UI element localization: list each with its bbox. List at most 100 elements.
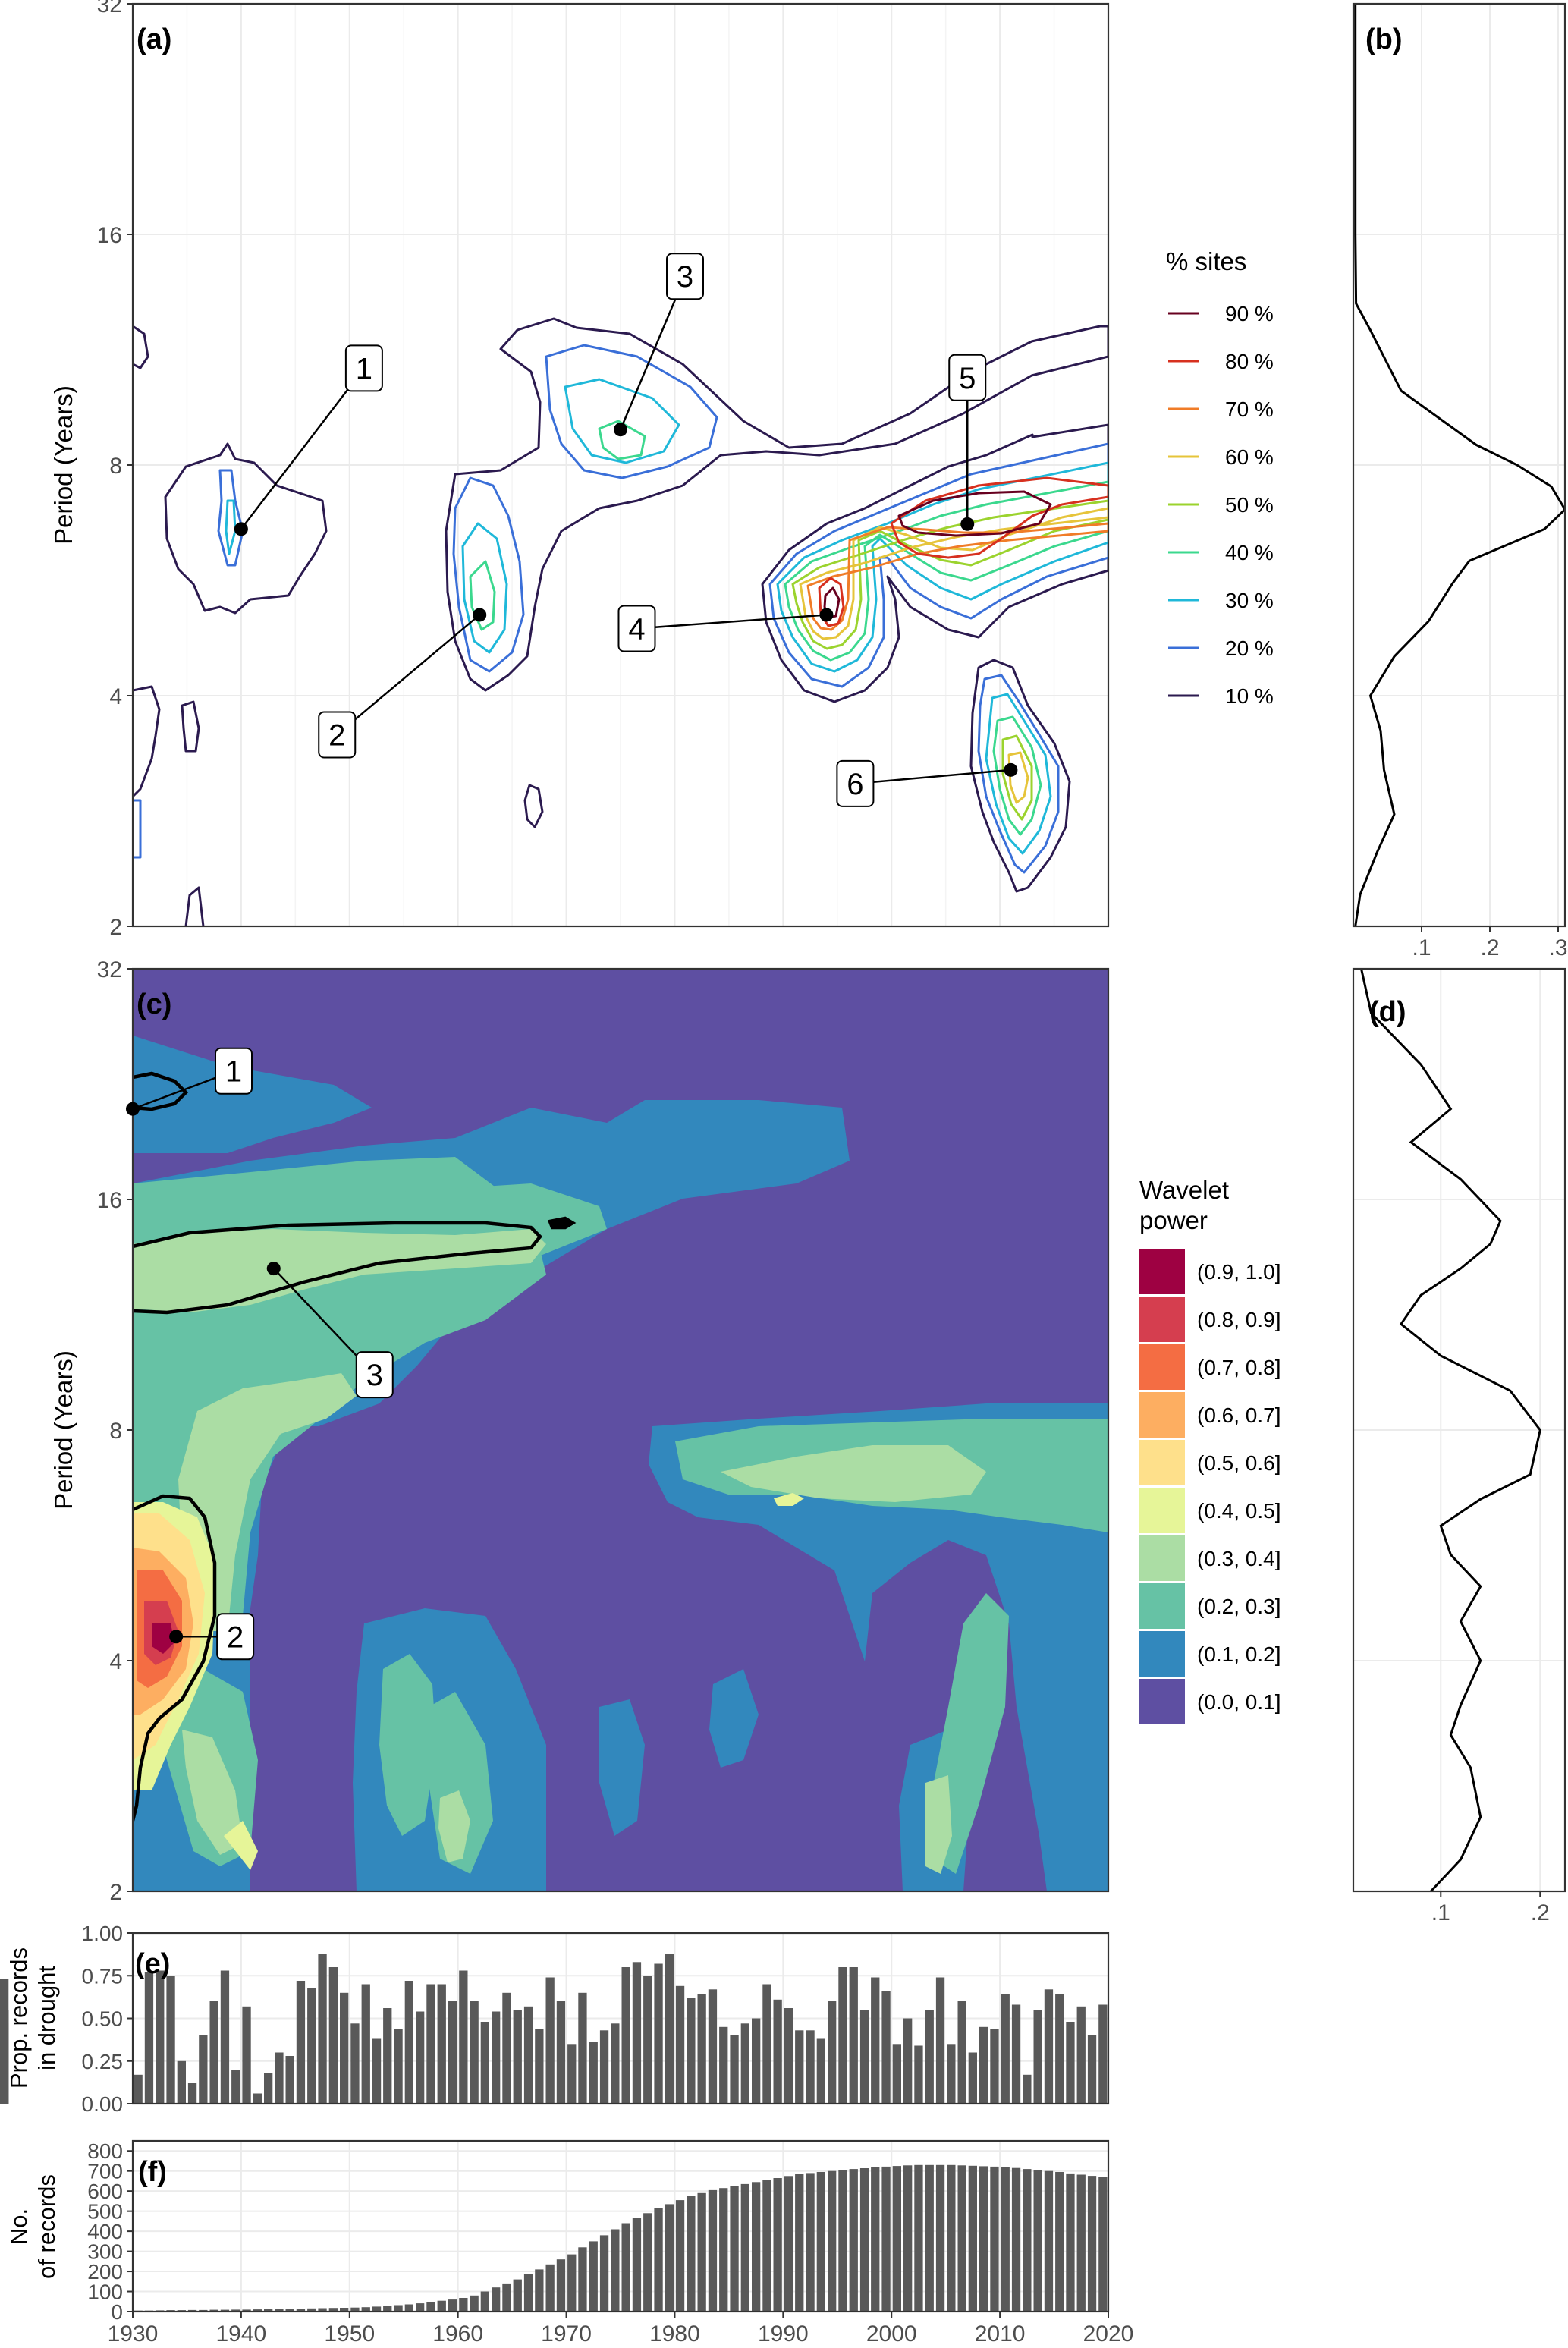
- panel-a-annotations: 1 2 3 4 5 6: [234, 253, 1018, 807]
- legend-label: 10 %: [1225, 684, 1274, 708]
- contour-region-6-level-10: [969, 659, 1071, 893]
- bar: [795, 2174, 804, 2312]
- bar: [372, 2038, 382, 2104]
- bar: [816, 2172, 825, 2312]
- contour-region-3-level-20: [545, 344, 718, 479]
- bar: [654, 1963, 663, 2104]
- bar: [567, 2044, 577, 2104]
- bar: [990, 2029, 999, 2104]
- bar: [318, 1954, 327, 2104]
- contour-region-3-level-30: [564, 378, 680, 464]
- panel-d: (d) .1 .2: [1352, 967, 1566, 1925]
- annotation-label: 5: [959, 362, 976, 395]
- bar: [1087, 2176, 1097, 2312]
- bar: [1001, 1994, 1010, 2104]
- x-tick-label: .1: [1431, 1900, 1450, 1925]
- contour-region-4-5-level-20: [768, 442, 1108, 688]
- annotation-point: [614, 423, 627, 437]
- x-tick-label: 1940: [216, 2321, 267, 2346]
- bar: [903, 2165, 913, 2312]
- panel-c-legend-title-line2: power: [1139, 1206, 1208, 1234]
- annotation-label: 3: [677, 260, 693, 294]
- annotation-box: [215, 1047, 253, 1095]
- bar: [599, 2030, 609, 2104]
- bar: [914, 2164, 923, 2312]
- bar: [621, 2223, 630, 2312]
- bar: [242, 2309, 251, 2312]
- bar: [589, 2042, 598, 2104]
- x-tick-label: 2020: [1083, 2321, 1134, 2346]
- bar: [545, 1977, 555, 2104]
- bar: [513, 2279, 522, 2312]
- bar: [838, 2170, 847, 2312]
- bar: [892, 2044, 901, 2104]
- bar: [935, 1977, 945, 2104]
- y-tick-label: 500: [87, 2200, 123, 2224]
- y-tick-label: 4: [109, 1649, 122, 1674]
- legend-label: 90 %: [1225, 302, 1274, 325]
- bar: [187, 2083, 197, 2104]
- bar: [448, 2001, 457, 2104]
- bar: [1087, 2035, 1097, 2104]
- panel-a: (a) 1 2 3 4 5 6 2 4 8 16 32 Period (Years) % site…: [49, 0, 1274, 940]
- bar: [784, 2008, 793, 2104]
- bar: [567, 2254, 577, 2312]
- bar: [275, 2309, 284, 2312]
- legend-swatch: [1139, 1344, 1185, 1390]
- bar: [394, 2029, 403, 2104]
- bar: [697, 1994, 706, 2104]
- bar: [957, 2165, 966, 2312]
- x-tick-label: 1950: [324, 2321, 375, 2346]
- annotation-leader: [240, 367, 365, 530]
- contour-region-4-5-level-10: [761, 423, 1108, 703]
- bar: [719, 2026, 728, 2104]
- bar: [730, 2186, 739, 2312]
- bar: [383, 2008, 392, 2104]
- bar: [556, 2001, 566, 2104]
- legend-label: 70 %: [1225, 398, 1274, 421]
- panel-a-legend-title: % sites: [1166, 247, 1246, 275]
- bar: [675, 1985, 685, 2104]
- bar: [1098, 2177, 1108, 2312]
- x-tick-label: .2: [1531, 1900, 1550, 1925]
- annotation-label: 1: [225, 1055, 242, 1089]
- bar: [307, 1988, 316, 2104]
- bar: [459, 1970, 468, 2104]
- bar: [665, 1954, 674, 2104]
- bar: [838, 1967, 847, 2104]
- annotation-label: 2: [227, 1620, 244, 1654]
- contour-isolated-left-small: [181, 700, 200, 753]
- bar: [0, 1979, 9, 2104]
- bar: [871, 1977, 880, 2104]
- panel-e-y-axis: 0.00 0.25 0.50 0.75 1.00: [82, 1922, 133, 2116]
- legend-label: (0.3, 0.4]: [1197, 1547, 1281, 1570]
- legend-swatch: [1139, 1440, 1185, 1485]
- bar: [1076, 2006, 1086, 2104]
- bar: [687, 2196, 696, 2312]
- bar: [523, 2274, 533, 2312]
- bar: [199, 2035, 208, 2104]
- bar: [144, 1972, 154, 2104]
- legend-label: (0.8, 0.9]: [1197, 1308, 1281, 1331]
- annotation-point: [819, 608, 834, 622]
- contour-region-3-level-40: [598, 420, 646, 460]
- annotation-leader: [619, 275, 687, 430]
- x-tick-label: .2: [1480, 935, 1499, 960]
- y-tick-label: 8: [109, 1419, 122, 1444]
- annotation-leader: [855, 769, 1011, 785]
- bar: [437, 2300, 446, 2312]
- panel-c-tag: (c): [137, 989, 171, 1020]
- bar: [296, 2309, 306, 2312]
- legend-swatch: [1139, 1631, 1185, 1677]
- bar: [849, 2169, 858, 2312]
- bar: [859, 2010, 869, 2104]
- bar: [599, 2235, 609, 2312]
- x-tick-label: 1960: [432, 2321, 483, 2346]
- bar: [166, 1976, 175, 2104]
- panel-f-tag: (f): [138, 2156, 167, 2188]
- panel-e-tag: (e): [135, 1948, 170, 1980]
- bar: [1011, 2004, 1021, 2104]
- annotation-label: 2: [328, 718, 345, 752]
- y-tick-label: 0.50: [82, 2007, 124, 2031]
